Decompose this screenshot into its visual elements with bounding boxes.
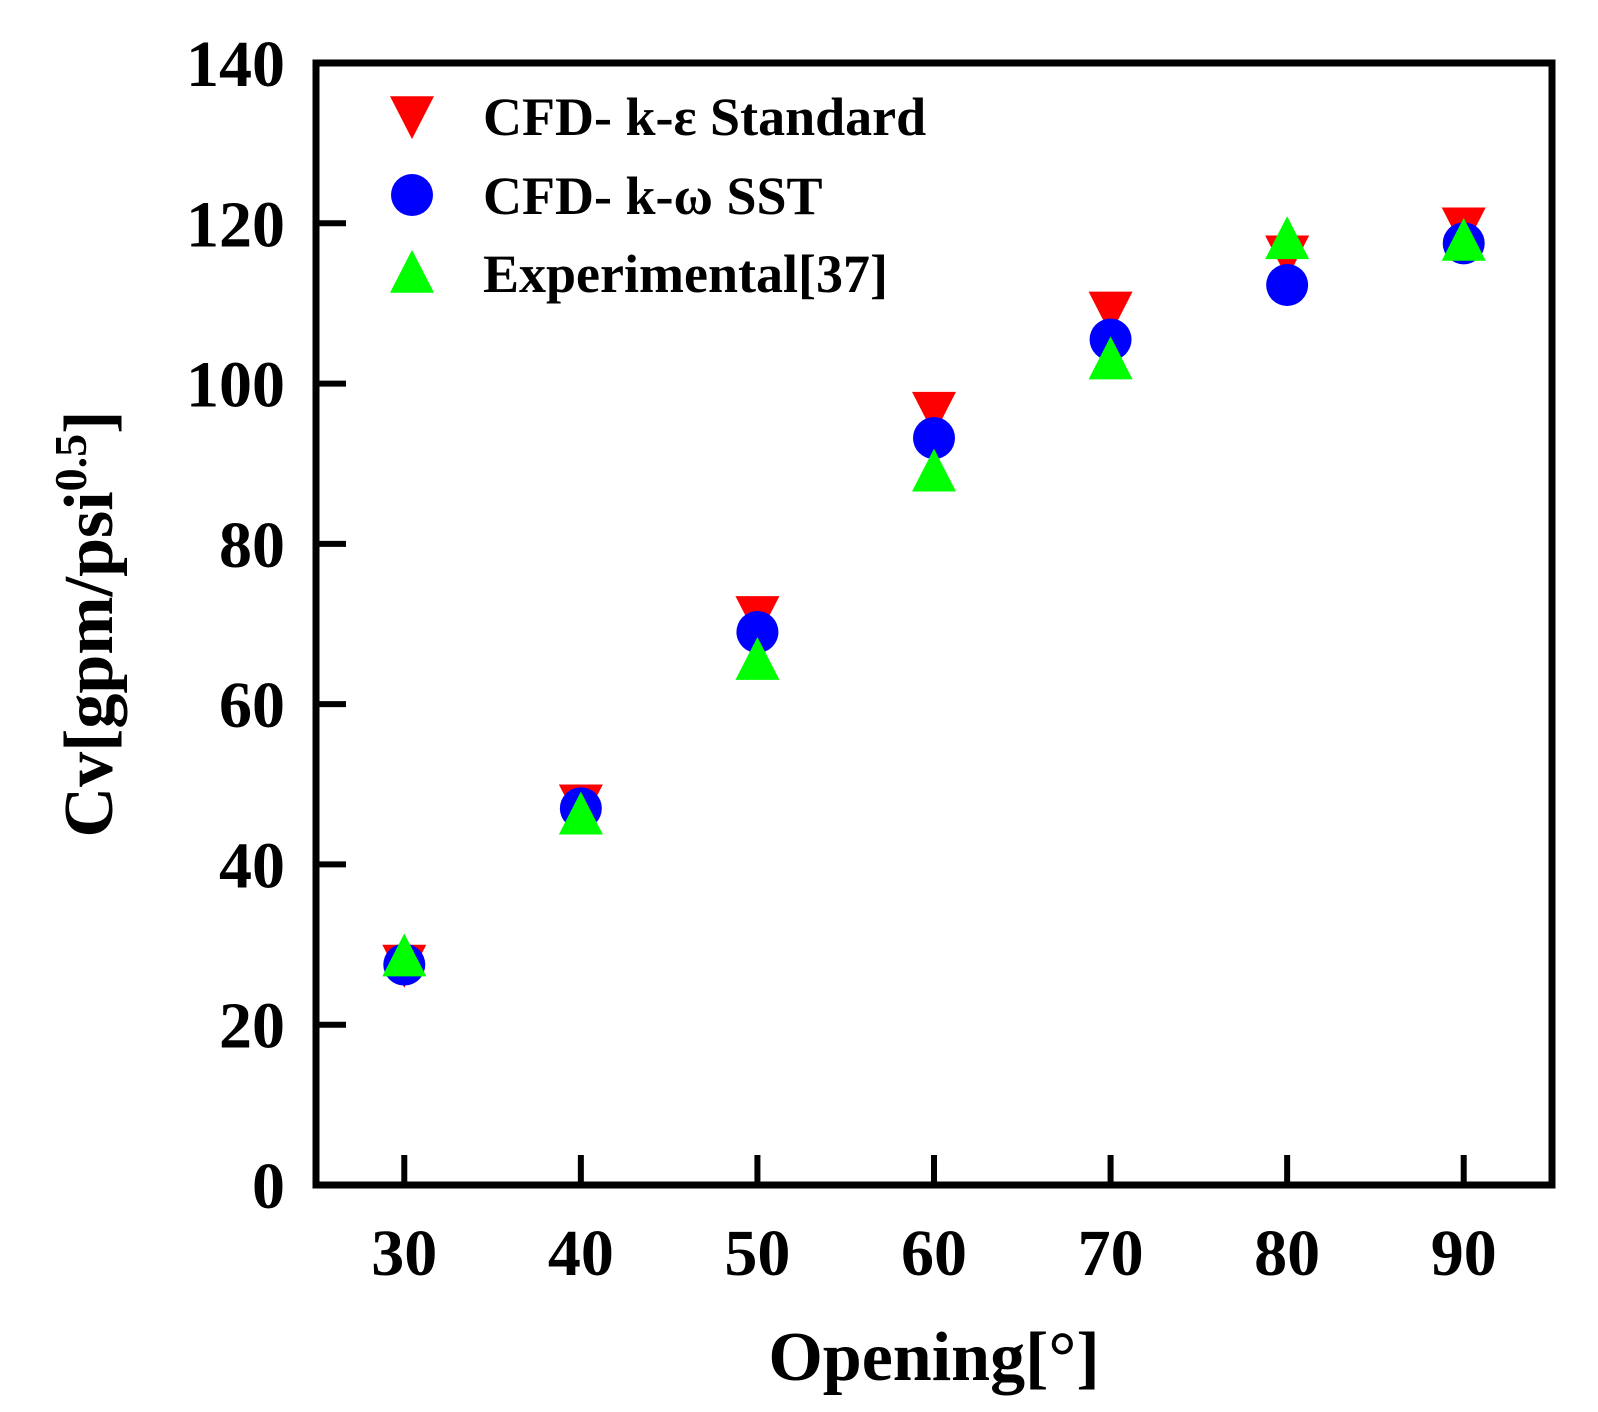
x-tick-label: 40 — [548, 1217, 614, 1290]
y-axis: 0 20 40 60 80 100 120 140 — [186, 28, 346, 1223]
y-tick-label: 140 — [186, 28, 285, 101]
svg-text:Cv[gpm/psi0.5]: Cv[gpm/psi0.5] — [45, 411, 128, 838]
y-axis-title-close: ] — [51, 411, 128, 434]
y-tick-label: 120 — [186, 188, 285, 261]
plot-frame — [312, 59, 1556, 1189]
y-tick-label: 20 — [219, 990, 285, 1063]
point-experimental-37 — [1265, 216, 1310, 260]
y-tick-label: 60 — [219, 669, 285, 742]
point-experimental-37 — [382, 933, 427, 977]
point-cfd-k-sst — [913, 417, 955, 460]
x-tick-label: 80 — [1254, 1217, 1320, 1290]
point-cfd-k-standard — [912, 391, 956, 435]
legend-marker — [391, 174, 433, 216]
x-tick-label: 60 — [901, 1217, 967, 1290]
point-cfd-k-sst — [736, 611, 779, 654]
point-experimental-37 — [912, 448, 956, 492]
legend-label: CFD- k-ε Standard — [483, 87, 926, 147]
y-axis-title-superscript: 0.5 — [45, 434, 96, 492]
legend-marker — [390, 249, 434, 293]
x-axis-title: Opening[°] — [768, 1319, 1099, 1396]
point-experimental-37 — [735, 636, 780, 680]
point-experimental-37 — [1088, 336, 1133, 380]
y-axis-title-main: Cv[gpm/psi — [51, 491, 128, 837]
y-axis-title: Cv[gpm/psi0.5] — [45, 411, 128, 838]
data-points — [382, 207, 1486, 988]
point-experimental-37 — [1441, 217, 1486, 261]
legend-label: CFD- k-ω SST — [483, 166, 823, 226]
x-axis: 30 40 50 60 70 80 90 — [371, 1155, 1497, 1290]
x-tick-label: 90 — [1431, 1217, 1497, 1290]
x-tick-label: 70 — [1078, 1217, 1144, 1290]
y-tick-label: 80 — [219, 509, 285, 582]
point-cfd-k-sst — [1266, 263, 1309, 306]
point-experimental-37 — [558, 791, 603, 835]
y-tick-label: 0 — [252, 1150, 285, 1223]
x-tick-label: 30 — [371, 1217, 437, 1290]
x-tick-label: 50 — [724, 1217, 790, 1290]
y-tick-label: 100 — [186, 349, 285, 422]
y-tick-label: 40 — [219, 829, 285, 902]
legend-label: Experimental[37] — [483, 244, 888, 304]
legend: CFD- k-ε Standard CFD- k-ω SST Experimenta… — [390, 87, 926, 304]
legend-marker — [390, 96, 434, 140]
point-cfd-k-standard — [1088, 291, 1133, 335]
